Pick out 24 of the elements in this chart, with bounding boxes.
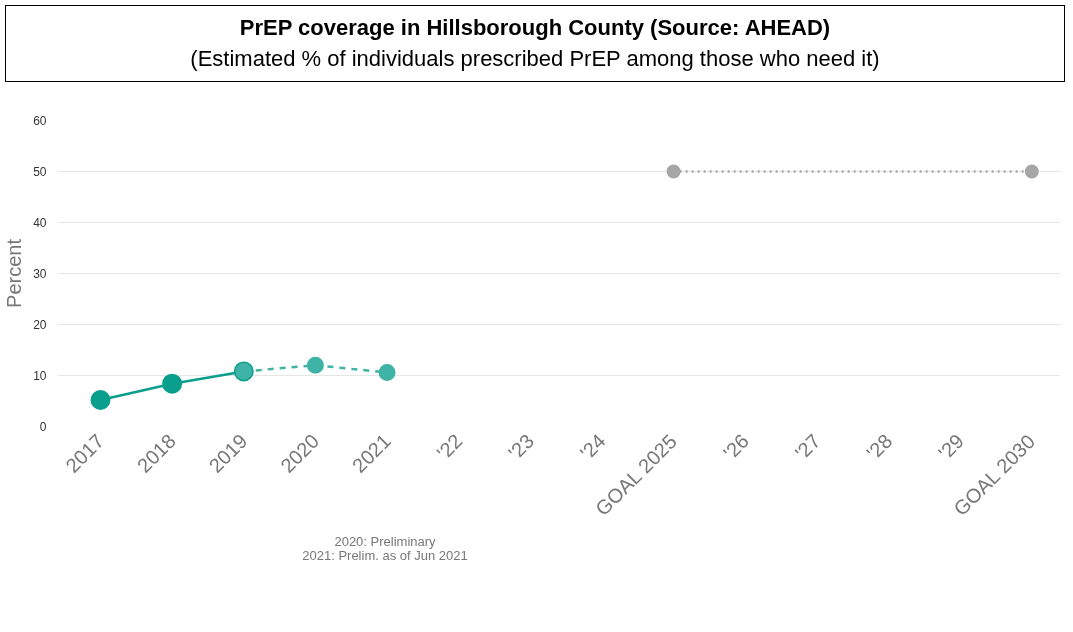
y-tick-label: 50 (33, 165, 47, 179)
chart-subtitle: (Estimated % of individuals prescribed PrEP among those who need it) (189, 45, 881, 74)
x-tick-label: '24 (575, 429, 610, 464)
y-tick-label: 0 (39, 420, 47, 434)
x-tick-label: '28 (862, 429, 897, 464)
x-tick-label: '22 (432, 429, 467, 464)
y-tick-label: 20 (33, 318, 47, 332)
point (666, 164, 681, 179)
point (1024, 164, 1039, 179)
point (162, 373, 183, 394)
chart-title: PrEP coverage in Hillsborough County (Source: AHEAD) (238, 14, 832, 42)
x-tick-label: '27 (790, 429, 825, 464)
point (90, 390, 111, 410)
point (378, 363, 396, 381)
y-axis-title: Percent (3, 238, 26, 308)
y-tick-label: 40 (33, 216, 47, 230)
x-tick-label: '23 (504, 429, 539, 464)
y-tick-label: 30 (33, 267, 47, 281)
text: 2020: Preliminary 2021: Prelim. as of Jun 2021 (301, 534, 469, 564)
point (306, 356, 324, 374)
y-tick-label: 60 (33, 114, 47, 128)
x-tick-label: '29 (933, 429, 968, 464)
y-tick-label: 10 (33, 369, 47, 383)
x-tick-label: '26 (719, 429, 754, 464)
